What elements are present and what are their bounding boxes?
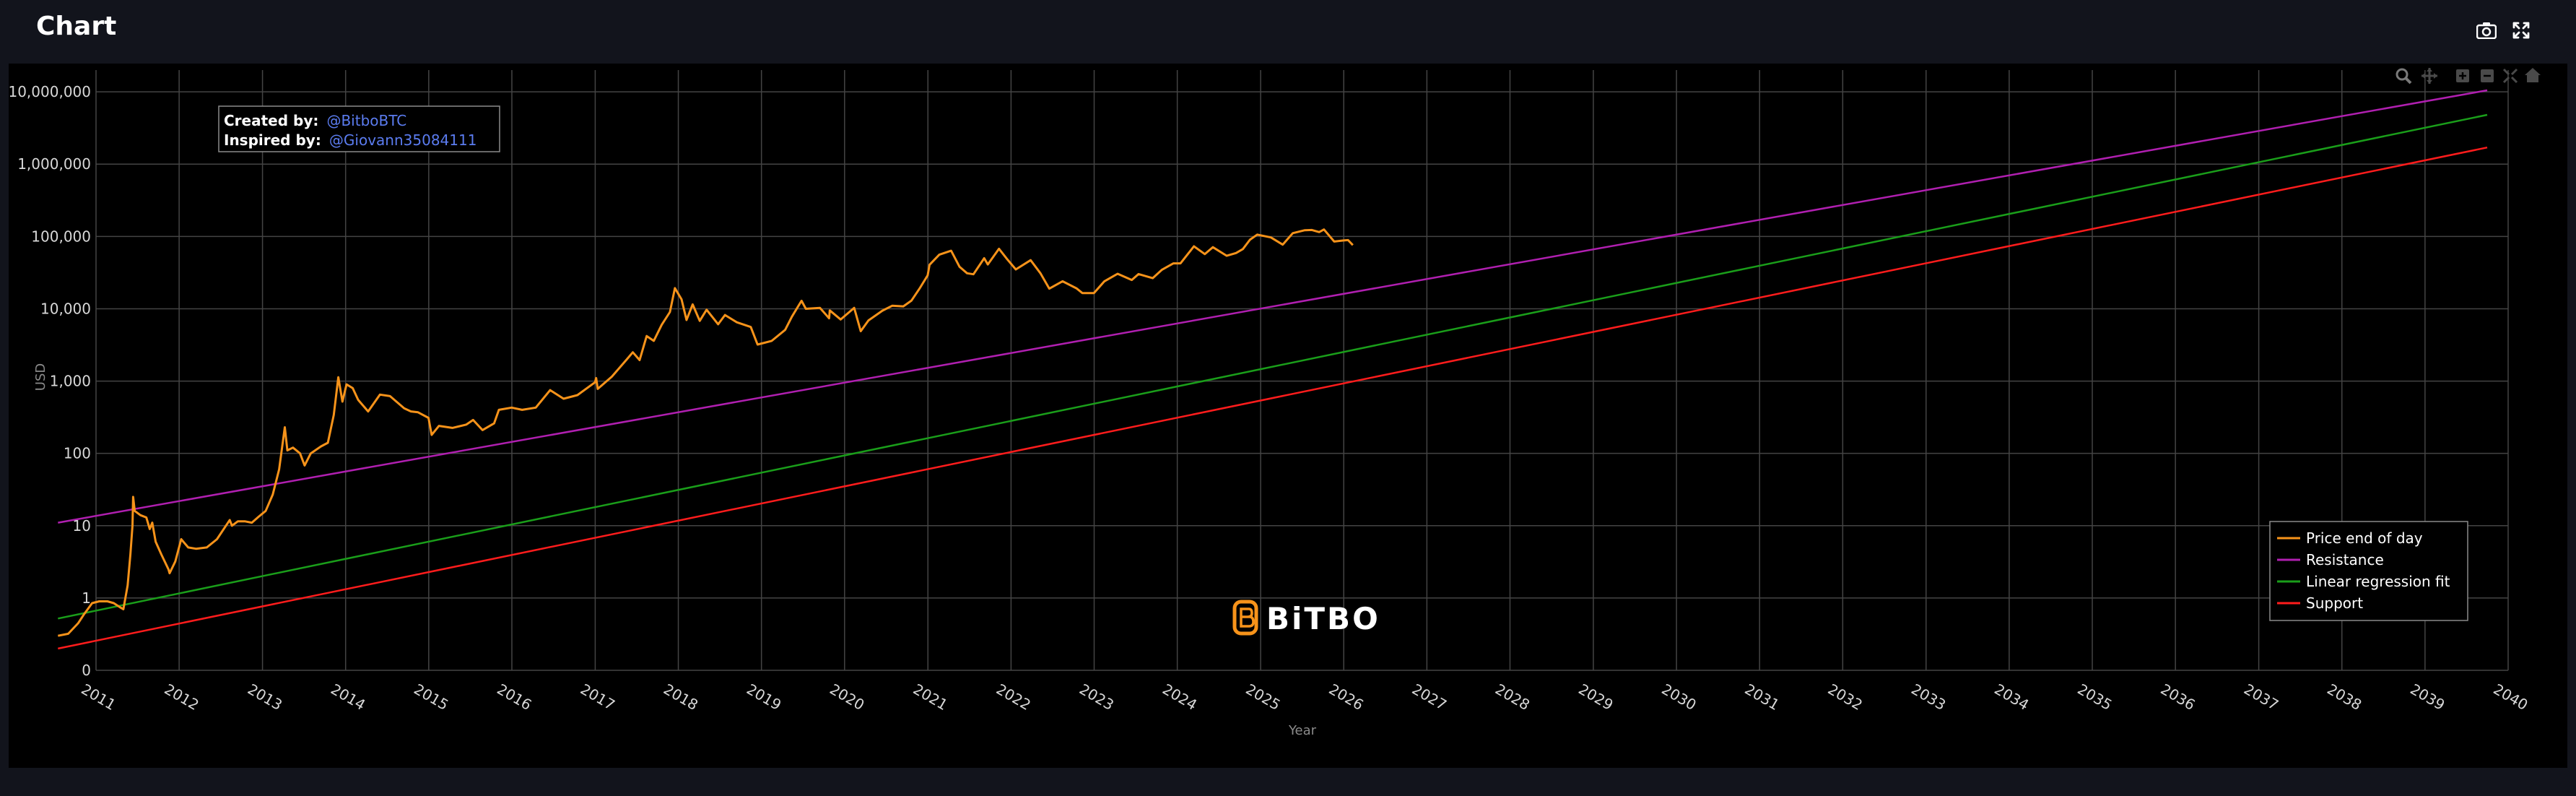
camera-icon <box>2476 22 2497 39</box>
x-tick-label: 2027 <box>1409 680 1450 714</box>
x-tick-label: 2020 <box>827 680 867 714</box>
x-tick-label: 2019 <box>744 680 784 714</box>
x-tick-label: 2012 <box>162 680 202 714</box>
legend-label: Price end of day <box>2306 529 2423 547</box>
inspired-by-label: Inspired by: <box>224 131 321 149</box>
x-tick-label: 2030 <box>1659 680 1700 714</box>
y-tick-label: 100,000 <box>31 228 91 245</box>
x-tick-label: 2023 <box>1076 680 1117 714</box>
price-chart[interactable]: 0 1 10 100 1,000 10,000 100,000 1,000,000 10,000… <box>8 64 2567 768</box>
x-axis-title: Year <box>1288 723 1317 738</box>
zoom-in-icon[interactable] <box>2456 69 2469 82</box>
created-by-link[interactable]: @BitboBTC <box>326 112 406 129</box>
series-lines <box>58 89 2488 650</box>
x-tick-label: 2016 <box>494 680 534 714</box>
pan-icon[interactable] <box>2421 68 2437 84</box>
y-tick-label: 10,000 <box>40 300 91 317</box>
y-axis-title: USD <box>33 363 48 391</box>
x-tick-label: 2034 <box>1991 680 2032 714</box>
x-tick-label: 2024 <box>1159 680 1200 714</box>
series-line-resistance <box>58 89 2488 524</box>
credits-annotation: Created by: @BitboBTC Inspired by: @Giov… <box>218 105 500 152</box>
x-tick-label: 2039 <box>2407 680 2447 714</box>
x-tick-label: 2022 <box>993 680 1034 714</box>
legend-label: Linear regression fit <box>2306 573 2450 590</box>
x-tick-label: 2036 <box>2158 680 2198 714</box>
x-tick-label: 2025 <box>1243 680 1284 714</box>
x-tick-label: 2040 <box>2490 680 2531 714</box>
x-tick-label: 2014 <box>328 680 368 714</box>
y-axis-ticks: 0 1 10 100 1,000 10,000 100,000 1,000,000 10,000… <box>8 83 91 679</box>
x-tick-label: 2037 <box>2241 680 2281 714</box>
created-by-label: Created by: <box>224 112 318 129</box>
legend-box <box>2269 521 2468 621</box>
inspired-by-link[interactable]: @Giovann35084111 <box>329 131 477 149</box>
y-tick-label: 1 <box>82 589 91 607</box>
x-tick-label: 2033 <box>1908 680 1949 714</box>
autoscale-icon[interactable] <box>2502 68 2518 84</box>
watermark-text: BiTBO <box>1266 601 1380 636</box>
reset-axes-icon[interactable] <box>2525 68 2541 82</box>
legend-label: Support <box>2306 594 2363 612</box>
page-title: Chart <box>36 12 117 41</box>
chart-panel: 0 1 10 100 1,000 10,000 100,000 1,000,000 10,000… <box>8 64 2567 768</box>
series-line-linear-regression-fit <box>58 113 2488 620</box>
x-tick-label: 2011 <box>78 680 118 714</box>
modebar[interactable] <box>2396 68 2541 85</box>
y-tick-label: 0 <box>82 662 91 679</box>
series-line-support <box>58 146 2488 650</box>
y-tick-label: 10 <box>73 517 91 535</box>
x-tick-label: 2028 <box>1492 680 1533 714</box>
svg-text:Created by: @BitboBTC: Created by: @BitboBTC <box>224 112 406 129</box>
y-tick-label: 100 <box>64 445 91 462</box>
annotation-box <box>218 105 500 152</box>
bitbo-watermark: BiTBO <box>1232 600 1380 636</box>
svg-text:Inspired by: @Giovann3: Inspired by: @Giovann35084111 <box>224 131 477 149</box>
x-tick-label: 2026 <box>1326 680 1367 714</box>
zoom-icon[interactable] <box>2396 68 2412 85</box>
x-tick-label: 2015 <box>411 680 451 714</box>
x-tick-label: 2032 <box>1825 680 1866 714</box>
expand-icon <box>2512 22 2530 39</box>
chart-legend: Price end of day Resistance Linear regress… <box>2269 521 2468 621</box>
x-tick-label: 2038 <box>2324 680 2364 714</box>
zoom-out-icon[interactable] <box>2481 69 2494 82</box>
bitbo-logo-icon <box>1232 600 1258 636</box>
x-tick-label: 2018 <box>661 680 701 714</box>
footer-strip <box>0 768 2576 796</box>
screenshot-button[interactable] <box>2472 16 2501 45</box>
x-tick-label: 2017 <box>578 680 618 714</box>
fullscreen-button[interactable] <box>2507 16 2536 45</box>
y-tick-label: 10,000,000 <box>9 83 91 100</box>
x-tick-label: 2031 <box>1742 680 1783 714</box>
y-tick-label: 1,000,000 <box>17 155 91 173</box>
x-tick-label: 2035 <box>2074 680 2115 714</box>
y-tick-label: 1,000 <box>50 373 91 390</box>
x-tick-label: 2029 <box>1575 680 1616 714</box>
x-tick-label: 2013 <box>245 680 285 714</box>
legend-label: Resistance <box>2306 551 2384 568</box>
series-line-price-end-of-day <box>58 228 1354 637</box>
chart-header: Chart <box>0 0 2576 62</box>
x-tick-label: 2021 <box>910 680 951 714</box>
x-axis-ticks: 2011 2012 2013 2014 2015 2016 2017 2018 2019 2020… <box>78 680 2531 714</box>
grid-lines <box>95 70 2509 671</box>
